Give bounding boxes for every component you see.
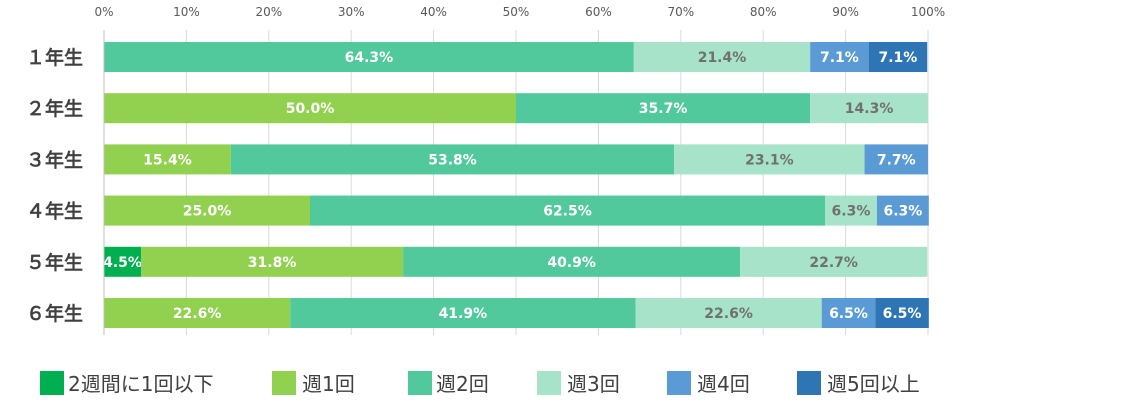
bar-segment <box>635 298 822 328</box>
legend-swatch <box>272 371 296 395</box>
data-label: 4.5% <box>103 255 142 271</box>
legend-swatch <box>40 371 64 395</box>
category-label: １年生 <box>26 46 83 69</box>
legend-label: 週1回 <box>302 372 355 396</box>
x-tick-label: 30% <box>338 5 365 19</box>
bar-segment <box>310 195 825 226</box>
category-label: ４年生 <box>26 200 83 223</box>
data-label: 21.4% <box>698 50 747 66</box>
legend-label: 2週間に1回以下 <box>68 372 213 396</box>
bar-segment <box>230 144 675 175</box>
category-label: ２年生 <box>26 97 83 120</box>
category-label: ６年生 <box>26 302 83 325</box>
bar-segment <box>104 246 142 277</box>
x-tick-label: 0% <box>94 5 113 19</box>
data-label: 40.9% <box>547 255 596 271</box>
x-tick-label: 50% <box>503 5 530 19</box>
data-label: 35.7% <box>639 101 688 117</box>
bar-segment <box>875 298 929 328</box>
data-label: 22.7% <box>809 255 858 271</box>
bar-segment <box>104 93 516 124</box>
x-tick-label: 10% <box>173 5 200 19</box>
category-label: ５年生 <box>26 251 83 274</box>
data-label: 15.4% <box>143 152 192 168</box>
data-label: 23.1% <box>745 152 794 168</box>
bar-segment <box>403 246 741 277</box>
bar-segment <box>876 195 929 226</box>
legend-label: 週4回 <box>697 372 750 396</box>
x-tick-label: 70% <box>667 5 694 19</box>
data-label: 22.6% <box>704 306 753 322</box>
bar-segment <box>674 144 865 175</box>
data-label: 6.5% <box>883 306 922 322</box>
data-label: 7.1% <box>879 50 918 66</box>
x-tick-label: 20% <box>255 5 282 19</box>
x-tick-label: 40% <box>420 5 447 19</box>
bar-segment <box>104 195 310 226</box>
bar-segment <box>104 298 291 328</box>
bar-segment <box>810 93 928 124</box>
legend-label: 週3回 <box>567 372 620 396</box>
bar-segment <box>825 195 877 226</box>
bar-segment <box>290 298 636 328</box>
data-label: 31.8% <box>248 255 297 271</box>
legend-swatch <box>408 371 432 395</box>
data-label: 53.8% <box>428 152 477 168</box>
data-label: 7.7% <box>877 152 916 168</box>
data-label: 25.0% <box>183 204 232 220</box>
data-label: 14.3% <box>845 101 894 117</box>
bar-segment <box>516 93 811 124</box>
data-label: 22.6% <box>173 306 222 322</box>
bar-segment <box>104 42 634 72</box>
x-tick-label: 100% <box>911 5 945 19</box>
bar-segment <box>740 246 928 277</box>
data-label: 50.0% <box>286 101 335 117</box>
bar-segment <box>104 144 231 175</box>
legend-label: 週2回 <box>436 372 489 396</box>
x-tick-label: 60% <box>585 5 612 19</box>
legend-swatch <box>797 371 821 395</box>
data-label: 6.5% <box>829 306 868 322</box>
data-label: 41.9% <box>439 306 488 322</box>
x-tick-label: 80% <box>750 5 777 19</box>
bar-segment <box>141 246 404 277</box>
legend-swatch <box>537 371 561 395</box>
category-label: ３年生 <box>26 148 83 171</box>
legend-label: 週5回以上 <box>827 372 920 396</box>
bar-segment <box>864 144 928 175</box>
bar-segment <box>633 42 811 72</box>
data-label: 64.3% <box>345 50 394 66</box>
data-label: 7.1% <box>820 50 859 66</box>
data-label: 6.3% <box>883 204 922 220</box>
data-label: 62.5% <box>543 204 592 220</box>
bar-segment <box>810 42 869 72</box>
legend-swatch <box>667 371 691 395</box>
bar-segment <box>868 42 928 72</box>
data-label: 6.3% <box>832 204 871 220</box>
bar-segment <box>821 298 876 328</box>
x-tick-label: 90% <box>832 5 859 19</box>
